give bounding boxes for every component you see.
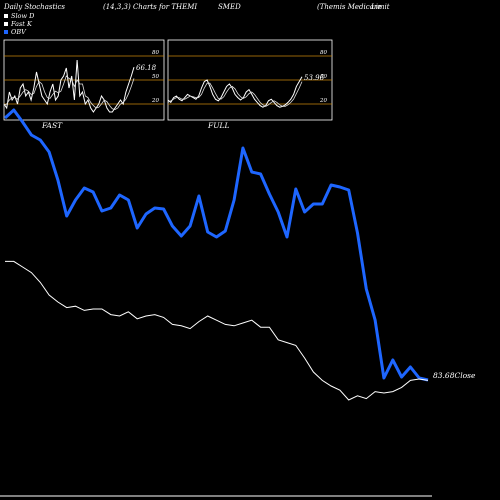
chart-symbol: SMED	[218, 3, 241, 11]
full-panel-label: FULL	[208, 121, 230, 130]
legend-slow-d-swatch	[4, 14, 8, 18]
company-name: (Themis Medicare	[317, 3, 382, 11]
chart-params: (14,3,3) Charts for THEMI	[103, 3, 198, 11]
legend-slow-d: Slow D	[4, 12, 34, 20]
legend-fast-k: Fast K	[4, 20, 32, 28]
full-full-d-line	[167, 81, 303, 107]
legend-obv: OBV	[4, 28, 26, 36]
full-full-k-line	[167, 76, 303, 108]
full-level-label: 50	[320, 74, 327, 80]
legend-fast-k-label: Fast K	[11, 20, 32, 28]
legend-obv-swatch	[4, 30, 8, 34]
close-price-line	[5, 260, 429, 401]
chart-title: Daily Stochastics	[4, 3, 66, 11]
fast-value-label: 66.18	[136, 64, 157, 72]
close-value-label: 83.68Close	[433, 371, 476, 380]
full-value-label: 53.96	[304, 74, 325, 82]
legend-obv-label: OBV	[11, 28, 26, 36]
full-level-label: 80	[320, 50, 327, 56]
fast-level-label: 80	[152, 50, 159, 56]
fast-panel-label: FAST	[42, 121, 63, 130]
legend-slow-d-label: Slow D	[11, 12, 35, 20]
fast-fast-k-line	[3, 59, 135, 113]
company-name-limit: Limit	[371, 3, 390, 11]
legend-fast-k-swatch	[4, 22, 8, 26]
fast-slow-d-line	[3, 75, 135, 111]
obv-line	[3, 108, 429, 382]
full-level-label: 20	[319, 98, 327, 104]
fast-level-label: 20	[151, 98, 159, 104]
fast-level-label: 50	[152, 74, 159, 80]
